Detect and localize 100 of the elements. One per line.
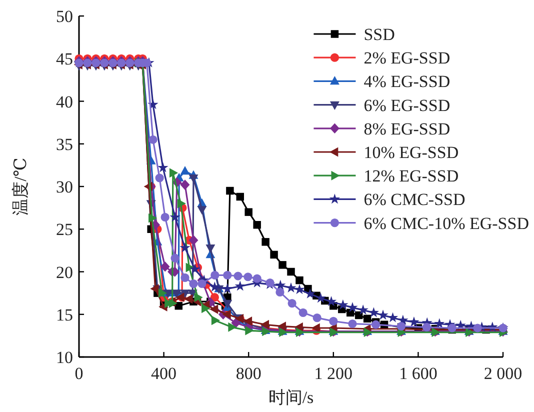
point	[372, 320, 380, 329]
point	[304, 288, 316, 298]
point	[160, 261, 170, 272]
point	[422, 322, 431, 332]
point	[160, 212, 170, 222]
y-tick-label: 50	[56, 7, 73, 26]
point	[287, 268, 295, 276]
x-tick-label: 2 000	[484, 364, 522, 383]
point	[363, 314, 372, 323]
x-tick-label: 400	[151, 364, 177, 383]
point	[201, 304, 210, 314]
point	[184, 294, 193, 304]
point	[236, 192, 244, 201]
point	[473, 324, 482, 332]
legend-label: 6% CMC-SSD	[364, 190, 466, 210]
point	[312, 313, 322, 322]
legend-label: SSD	[364, 25, 395, 44]
legend-label: 6% EG-SSD	[364, 96, 450, 115]
x-axis-title: 时间/s	[268, 388, 314, 407]
x-tick-label: 1 200	[314, 364, 353, 383]
y-tick-label: 25	[56, 220, 73, 240]
point	[211, 316, 220, 326]
point	[311, 323, 320, 333]
point	[288, 298, 296, 308]
point	[188, 174, 198, 184]
point	[206, 244, 216, 254]
point	[234, 280, 246, 291]
x-tick-label: 1 600	[399, 364, 438, 383]
point	[338, 299, 348, 310]
point	[260, 320, 269, 330]
legend-label: 12% EG-SSD	[364, 166, 459, 186]
point	[209, 282, 220, 292]
point	[180, 242, 190, 252]
point	[197, 206, 207, 215]
point	[296, 276, 304, 284]
point	[228, 322, 237, 332]
y-tick-label: 20	[56, 262, 73, 282]
point	[210, 304, 218, 314]
point	[275, 280, 286, 290]
point	[210, 270, 220, 280]
y-tick-label: 15	[56, 305, 73, 324]
point	[180, 166, 190, 175]
point	[170, 212, 180, 222]
point	[222, 283, 233, 294]
point	[277, 322, 286, 332]
point	[368, 307, 379, 318]
point	[252, 274, 262, 283]
y-tick-label: 40	[56, 92, 73, 112]
point	[298, 308, 308, 317]
point	[226, 186, 234, 195]
point	[198, 279, 206, 288]
point	[188, 235, 198, 246]
point	[276, 288, 284, 297]
point	[223, 270, 232, 280]
y-axis-title: 温度/℃	[11, 158, 30, 216]
point	[148, 135, 158, 144]
point	[270, 250, 278, 259]
point	[358, 304, 368, 315]
x-tick-label: 800	[236, 364, 262, 383]
point	[245, 326, 254, 336]
y-tick-label: 10	[56, 348, 73, 367]
point	[190, 264, 200, 274]
point	[253, 220, 261, 229]
legend-label: 6% CMC-10% EG-SSD	[364, 214, 529, 233]
legend-label: 2% EG-SSD	[364, 48, 450, 68]
point	[210, 293, 219, 302]
point	[148, 213, 158, 223]
point	[169, 168, 178, 178]
point	[244, 208, 252, 216]
point	[158, 288, 168, 298]
point	[278, 261, 286, 269]
point	[180, 180, 190, 190]
y-tick-label: 35	[56, 134, 73, 154]
point	[408, 316, 420, 327]
point	[158, 162, 168, 172]
point	[329, 316, 338, 326]
x-tick-label: 0	[74, 364, 84, 383]
point	[150, 284, 159, 294]
point	[286, 282, 296, 292]
point	[262, 238, 270, 246]
point	[180, 290, 190, 298]
point	[194, 292, 203, 302]
point	[348, 319, 357, 328]
point	[234, 272, 242, 280]
point	[170, 254, 180, 262]
point	[315, 292, 326, 303]
legend-label: 10% EG-SSD	[364, 143, 459, 162]
point	[222, 300, 232, 308]
y-tick-label: 30	[56, 178, 73, 196]
point	[243, 316, 252, 326]
point	[222, 310, 231, 320]
point	[347, 302, 358, 312]
point	[294, 284, 305, 294]
legend-label: 8% EG-SSD	[364, 119, 450, 138]
point	[180, 273, 190, 282]
y-tick-label: 45	[56, 50, 73, 69]
point	[177, 198, 186, 208]
point	[244, 272, 252, 282]
legend-label: 4% EG-SSD	[364, 72, 450, 92]
point	[189, 279, 198, 288]
